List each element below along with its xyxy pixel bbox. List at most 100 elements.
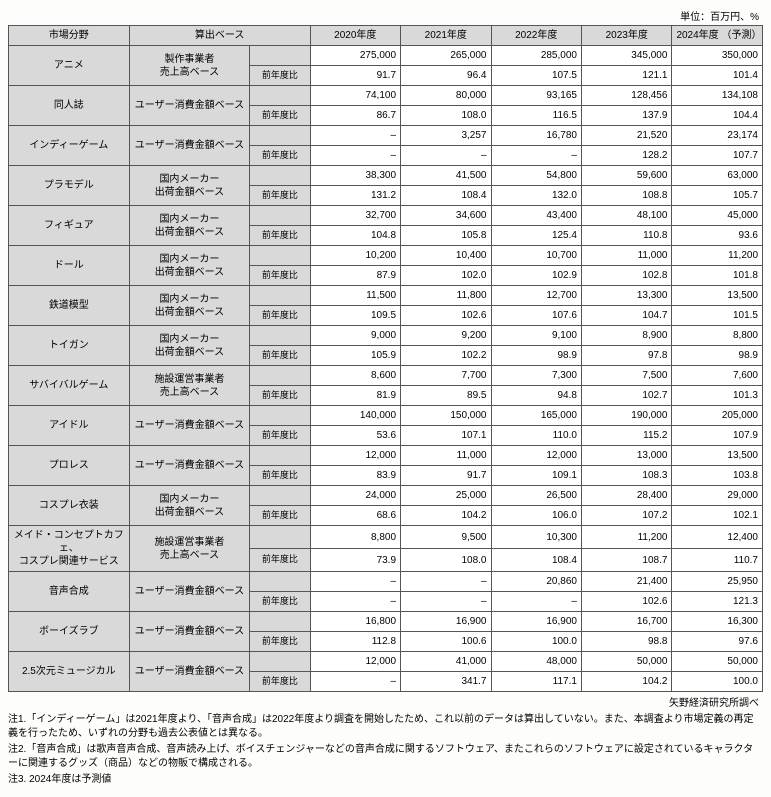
yoy-cell: 53.6 <box>310 426 400 446</box>
value-cell: 3,257 <box>401 126 491 146</box>
yoy-cell: 101.8 <box>672 266 763 286</box>
note-line: 注2.「音声合成」は歌声音声合成、音声読み上げ、ボイスチェンジャーなどの音声合成… <box>8 743 763 771</box>
yoy-cell: 81.9 <box>310 386 400 406</box>
value-cell: 16,900 <box>401 612 491 632</box>
value-cell: 80,000 <box>401 86 491 106</box>
value-cell: 54,800 <box>491 166 581 186</box>
yoy-cell: 107.6 <box>491 306 581 326</box>
category-cell: プラモデル <box>9 166 130 206</box>
base-cell: 施設運営事業者売上高ベース <box>129 526 250 572</box>
yoy-cell: 104.8 <box>310 226 400 246</box>
base-cell: ユーザー消費金額ベース <box>129 572 250 612</box>
yoy-cell: 115.2 <box>581 426 671 446</box>
value-cell: 48,000 <box>491 652 581 672</box>
yoy-cell: 105.8 <box>401 226 491 246</box>
value-cell: 12,700 <box>491 286 581 306</box>
base-cell: 製作事業者売上高ベース <box>129 46 250 86</box>
value-cell: 12,000 <box>310 652 400 672</box>
yoy-cell: 68.6 <box>310 506 400 526</box>
yoy-label: 前年度比 <box>250 266 310 286</box>
source-label: 矢野経済研究所調べ <box>8 694 763 709</box>
yoy-cell: 96.4 <box>401 66 491 86</box>
th-2021: 2021年度 <box>401 26 491 46</box>
yoy-cell: 121.3 <box>672 592 763 612</box>
value-cell: 8,600 <box>310 366 400 386</box>
yoy-cell: 105.7 <box>672 186 763 206</box>
value-cell: 16,800 <box>310 612 400 632</box>
yoy-cell: 110.0 <box>491 426 581 446</box>
value-cell: – <box>401 572 491 592</box>
value-cell: 63,000 <box>672 166 763 186</box>
category-cell: 音声合成 <box>9 572 130 612</box>
yoy-cell: – <box>310 146 400 166</box>
yoy-cell: – <box>491 592 581 612</box>
sub-blank <box>250 46 310 66</box>
value-cell: 134,108 <box>672 86 763 106</box>
value-cell: 28,400 <box>581 486 671 506</box>
yoy-cell: 116.5 <box>491 106 581 126</box>
yoy-cell: 121.1 <box>581 66 671 86</box>
value-cell: 21,400 <box>581 572 671 592</box>
category-cell: インディーゲーム <box>9 126 130 166</box>
yoy-cell: 91.7 <box>401 466 491 486</box>
yoy-cell: 102.6 <box>401 306 491 326</box>
yoy-label: 前年度比 <box>250 632 310 652</box>
category-cell: 同人誌 <box>9 86 130 126</box>
value-cell: 350,000 <box>672 46 763 66</box>
yoy-cell: 110.7 <box>672 549 763 572</box>
value-cell: 11,800 <box>401 286 491 306</box>
value-cell: 128,456 <box>581 86 671 106</box>
sub-blank <box>250 206 310 226</box>
category-cell: プロレス <box>9 446 130 486</box>
value-cell: 11,000 <box>581 246 671 266</box>
value-cell: 10,400 <box>401 246 491 266</box>
category-cell: メイド・コンセプトカフェ、コスプレ関連サービス <box>9 526 130 572</box>
base-cell: 国内メーカー出荷金額ベース <box>129 286 250 326</box>
value-cell: 10,200 <box>310 246 400 266</box>
yoy-cell: 109.1 <box>491 466 581 486</box>
value-cell: 59,600 <box>581 166 671 186</box>
value-cell: 7,600 <box>672 366 763 386</box>
th-category: 市場分野 <box>9 26 130 46</box>
yoy-cell: 98.9 <box>672 346 763 366</box>
yoy-cell: – <box>491 146 581 166</box>
value-cell: 13,500 <box>672 286 763 306</box>
yoy-cell: 100.6 <box>401 632 491 652</box>
value-cell: 8,900 <box>581 326 671 346</box>
value-cell: 20,860 <box>491 572 581 592</box>
sub-blank <box>250 526 310 549</box>
sub-blank <box>250 406 310 426</box>
value-cell: 24,000 <box>310 486 400 506</box>
yoy-cell: 86.7 <box>310 106 400 126</box>
yoy-cell: 101.3 <box>672 386 763 406</box>
yoy-label: 前年度比 <box>250 672 310 692</box>
notes: 注1.「インディーゲーム」は2021年度より、「音声合成」は2022年度より調査… <box>8 713 763 787</box>
value-cell: 25,000 <box>401 486 491 506</box>
base-cell: ユーザー消費金額ベース <box>129 612 250 652</box>
value-cell: 7,500 <box>581 366 671 386</box>
value-cell: 165,000 <box>491 406 581 426</box>
value-cell: 285,000 <box>491 46 581 66</box>
note-line: 注1.「インディーゲーム」は2021年度より、「音声合成」は2022年度より調査… <box>8 713 763 741</box>
yoy-label: 前年度比 <box>250 106 310 126</box>
yoy-label: 前年度比 <box>250 186 310 206</box>
yoy-cell: 106.0 <box>491 506 581 526</box>
yoy-label: 前年度比 <box>250 466 310 486</box>
value-cell: 7,300 <box>491 366 581 386</box>
yoy-cell: 98.9 <box>491 346 581 366</box>
value-cell: 9,500 <box>401 526 491 549</box>
value-cell: 41,000 <box>401 652 491 672</box>
yoy-cell: 100.0 <box>672 672 763 692</box>
yoy-cell: – <box>310 672 400 692</box>
yoy-cell: 131.2 <box>310 186 400 206</box>
th-2020: 2020年度 <box>310 26 400 46</box>
sub-blank <box>250 652 310 672</box>
yoy-cell: 100.0 <box>491 632 581 652</box>
category-cell: 2.5次元ミュージカル <box>9 652 130 692</box>
value-cell: 50,000 <box>672 652 763 672</box>
yoy-cell: 101.4 <box>672 66 763 86</box>
sub-blank <box>250 612 310 632</box>
value-cell: 16,900 <box>491 612 581 632</box>
value-cell: 23,174 <box>672 126 763 146</box>
value-cell: 8,800 <box>672 326 763 346</box>
